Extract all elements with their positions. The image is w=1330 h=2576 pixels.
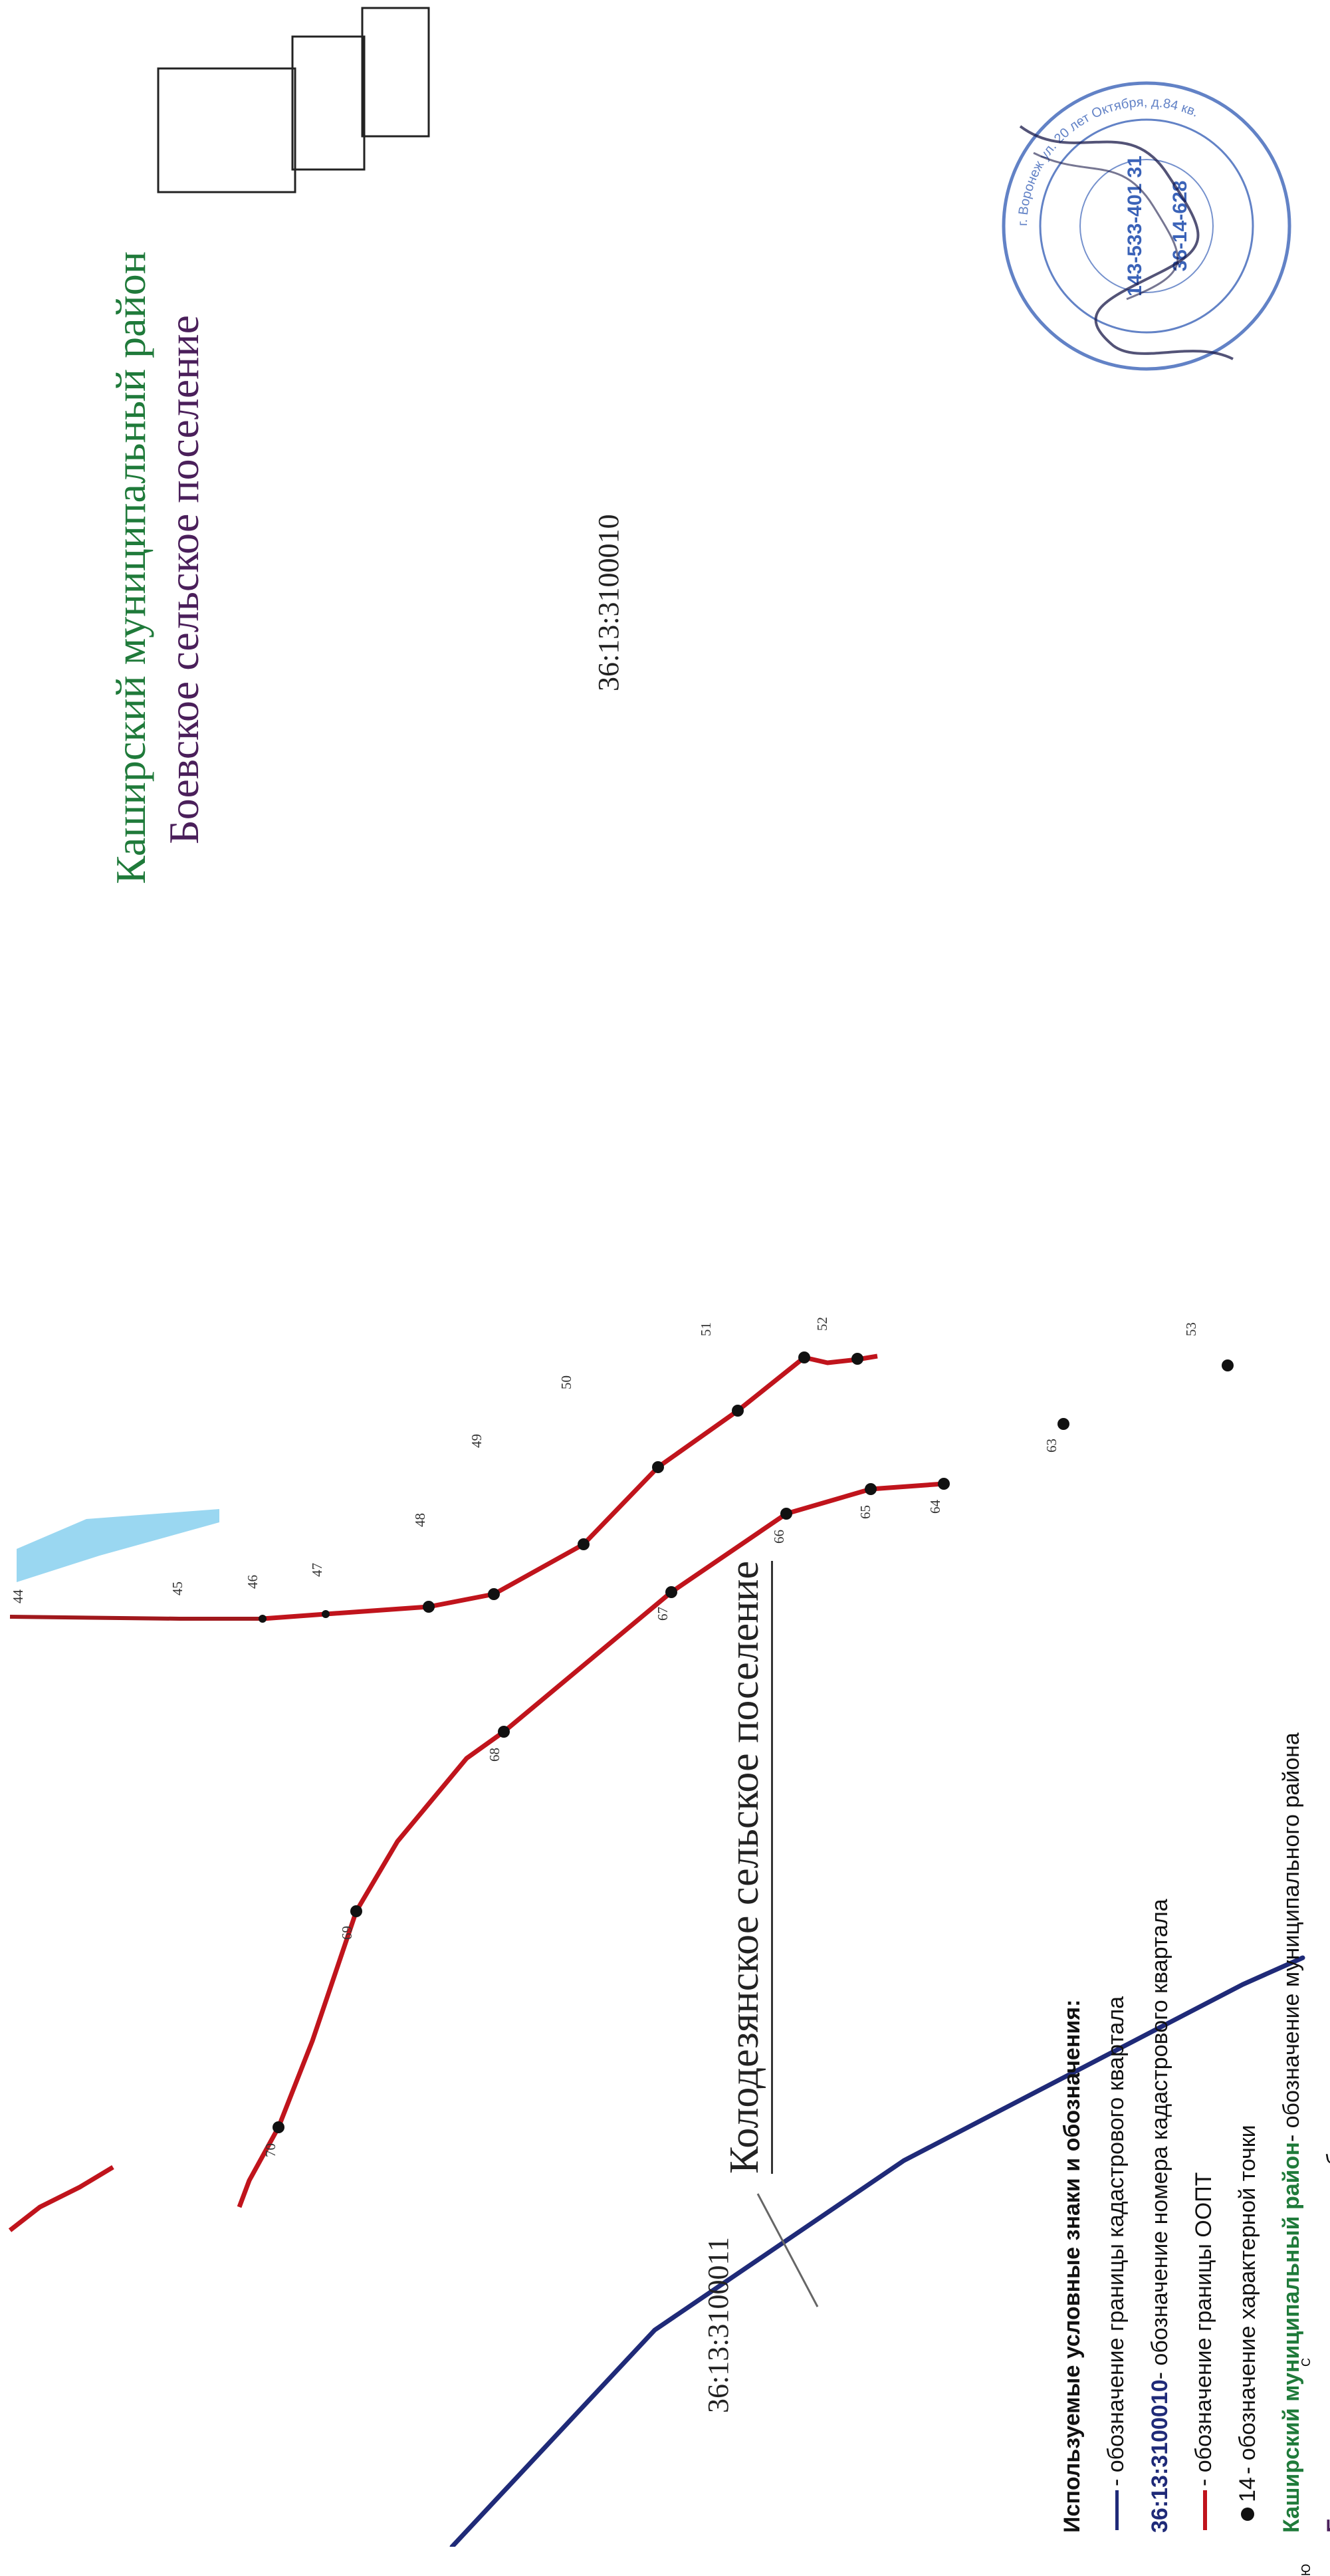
point-label-47: 47	[309, 1563, 325, 1577]
point-label-67: 67	[655, 1607, 671, 1621]
point-label-69: 69	[339, 1926, 355, 1940]
point-label-65: 65	[857, 1505, 873, 1519]
point-67	[665, 1586, 677, 1598]
legend-item-district: Каширский муниципальный район - обозначе…	[1270, 1236, 1313, 2533]
neighbor-settlement-label: Колодезянское сельское поселение	[721, 1560, 773, 2174]
stamp-center-text: 143-533-401 31	[1124, 156, 1146, 296]
point-50	[732, 1405, 744, 1417]
point-label-52: 52	[814, 1317, 830, 1331]
point-label-66: 66	[771, 1530, 787, 1544]
point-45	[322, 1610, 330, 1618]
legend-text-dot: - обозначение характерной точки	[1235, 2125, 1260, 2474]
settlement-title: Боевское сельское поселение	[160, 314, 207, 844]
legend-item-district-boundary: - обозначение границы кадастрового кварт…	[1094, 1236, 1138, 2533]
point-label-50: 50	[558, 1375, 574, 1389]
red-line-icon	[1182, 2486, 1226, 2533]
point-64	[938, 1478, 950, 1490]
point-51	[798, 1351, 810, 1363]
district-title: Каширский муниципальный район	[107, 251, 154, 884]
point-53	[1222, 1359, 1234, 1371]
point-69	[350, 1905, 362, 1917]
legend-text-red: - обозначение границы ООПТ	[1191, 2172, 1216, 2486]
point-label-68: 68	[487, 1748, 502, 1762]
point-68	[498, 1726, 510, 1738]
stamp-frame-boxes	[157, 7, 430, 193]
legend-item-oopt-boundary: - обозначение границы ООПТ	[1182, 1236, 1226, 2533]
legend-item-settlement: Боевское сельское поселение - обозначени…	[1313, 1236, 1330, 2533]
oopt-boundary-south	[237, 1481, 944, 2208]
point-label-64: 64	[927, 1500, 943, 1514]
oopt-boundary-south-tail	[8, 2165, 114, 2232]
legend-text-blue: - обозначение границы кадастрового кварт…	[1103, 1996, 1129, 2486]
legend-item-quarter-number: 36:13:3100010 - обозначение номера кадас…	[1138, 1236, 1182, 2533]
legend-item-point: 14 - обозначение характерной точки	[1226, 1236, 1270, 2533]
point-label-45: 45	[169, 1581, 185, 1595]
point-label-48: 48	[412, 1513, 428, 1527]
point-47	[488, 1588, 500, 1600]
legend-heading: Используемые условные знаки и обозначени…	[1059, 1999, 1085, 2533]
point-label-44: 44	[10, 1589, 26, 1603]
district-boundary-line	[449, 1955, 1305, 2547]
legend-text-settlement: - обозначение сельского поселения	[1323, 1817, 1330, 2192]
round-seal-stamp-icon: г. Воронеж ул. 20 лет Октября, д.84 кв. …	[1002, 81, 1291, 371]
legend-text-number: - обозначение номера кадастрового кварта…	[1147, 1899, 1172, 2380]
point-49	[652, 1461, 664, 1473]
legend-quarter-code: 36:13:3100010	[1147, 2379, 1172, 2533]
oopt-boundary-north-tail	[9, 1615, 263, 1621]
point-label-51: 51	[698, 1322, 714, 1336]
legend-text-district: - обозначение муниципального района	[1279, 1732, 1304, 2143]
point-label-70: 70	[263, 2143, 278, 2157]
point-dot-icon: 14	[1226, 2477, 1270, 2533]
handwritten-signature-icon	[1019, 125, 1234, 360]
quarter-other-label: 36:13:3100011	[702, 2237, 734, 2413]
oopt-boundary-north	[262, 1353, 878, 1621]
point-label-49: 49	[469, 1434, 485, 1448]
legend-dot-number: 14	[1235, 2477, 1260, 2502]
point-65	[865, 1483, 877, 1495]
blue-line-icon	[1094, 2486, 1138, 2533]
quarter-main-label: 36:13:3100010	[592, 514, 625, 691]
point-label-46: 46	[245, 1575, 261, 1589]
point-46	[423, 1601, 435, 1613]
legend: Используемые условные знаки и обозначени…	[1050, 1236, 1330, 2533]
point-70	[273, 2121, 284, 2133]
points-north	[259, 1351, 1234, 1623]
water-body	[17, 1509, 219, 1582]
point-63	[1057, 1418, 1069, 1430]
point-66	[780, 1508, 792, 1520]
legend-district-name: Каширский муниципальный район	[1279, 2142, 1304, 2533]
point-48	[578, 1538, 590, 1550]
legend-settlement-name: Боевское сельское поселение	[1323, 2192, 1330, 2533]
point-52	[851, 1353, 863, 1365]
boundary-tick	[756, 2193, 819, 2307]
points-south	[273, 1418, 1069, 2133]
point-44	[259, 1615, 267, 1623]
compass-south-letter: Ю	[1299, 2563, 1313, 2576]
